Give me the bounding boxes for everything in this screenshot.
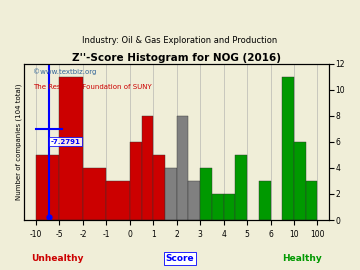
Text: ©www.textbiz.org: ©www.textbiz.org [33, 68, 97, 75]
Bar [235, 155, 247, 220]
Bar [36, 155, 59, 220]
Text: Score: Score [166, 254, 194, 263]
Bar [282, 77, 294, 220]
Bar [83, 168, 106, 220]
Bar [224, 194, 235, 220]
Bar [59, 77, 83, 220]
Bar [212, 194, 224, 220]
Y-axis label: Number of companies (104 total): Number of companies (104 total) [15, 84, 22, 200]
Bar [259, 181, 270, 220]
Bar [130, 142, 141, 220]
Bar [177, 116, 188, 220]
Bar [200, 168, 212, 220]
Bar [294, 142, 306, 220]
Bar [188, 181, 200, 220]
Bar [165, 168, 177, 220]
Text: -7.2791: -7.2791 [51, 139, 81, 145]
Text: Industry: Oil & Gas Exploration and Production: Industry: Oil & Gas Exploration and Prod… [82, 36, 278, 45]
Bar [106, 181, 130, 220]
Bar [141, 116, 153, 220]
Bar [306, 181, 318, 220]
Text: The Research Foundation of SUNY: The Research Foundation of SUNY [33, 84, 152, 90]
Text: Unhealthy: Unhealthy [31, 254, 84, 263]
Title: Z''-Score Histogram for NOG (2016): Z''-Score Histogram for NOG (2016) [72, 53, 281, 63]
Text: Healthy: Healthy [283, 254, 322, 263]
Bar [153, 155, 165, 220]
